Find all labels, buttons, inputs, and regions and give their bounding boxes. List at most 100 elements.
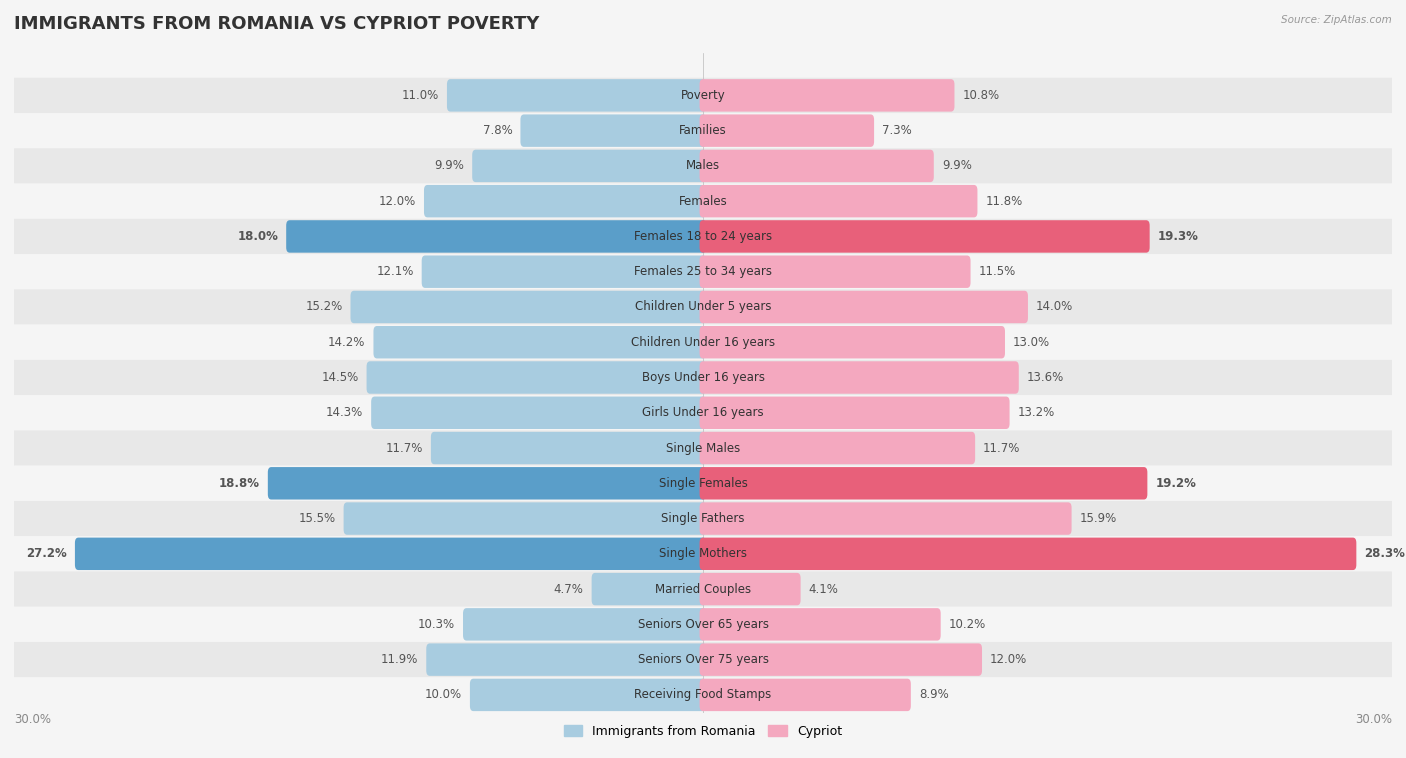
FancyBboxPatch shape [371,396,706,429]
Text: Single Males: Single Males [666,441,740,455]
FancyBboxPatch shape [425,185,706,218]
Text: 27.2%: 27.2% [27,547,67,560]
FancyBboxPatch shape [14,219,1392,254]
Text: 11.5%: 11.5% [979,265,1015,278]
FancyBboxPatch shape [367,362,706,393]
FancyBboxPatch shape [700,185,977,218]
Text: 19.2%: 19.2% [1156,477,1197,490]
FancyBboxPatch shape [700,644,981,676]
Text: 14.5%: 14.5% [322,371,359,384]
Text: 14.0%: 14.0% [1036,300,1073,314]
Text: Females: Females [679,195,727,208]
Text: Married Couples: Married Couples [655,583,751,596]
FancyBboxPatch shape [700,573,800,606]
Text: Receiving Food Stamps: Receiving Food Stamps [634,688,772,701]
Text: 18.8%: 18.8% [219,477,260,490]
Text: Girls Under 16 years: Girls Under 16 years [643,406,763,419]
Text: 10.3%: 10.3% [418,618,456,631]
Text: 12.0%: 12.0% [378,195,416,208]
FancyBboxPatch shape [343,503,706,535]
Text: Females 25 to 34 years: Females 25 to 34 years [634,265,772,278]
Text: 15.5%: 15.5% [298,512,336,525]
Text: Females 18 to 24 years: Females 18 to 24 years [634,230,772,243]
Text: 11.0%: 11.0% [402,89,439,102]
Text: 11.8%: 11.8% [986,195,1022,208]
FancyBboxPatch shape [14,183,1392,219]
Text: Children Under 16 years: Children Under 16 years [631,336,775,349]
FancyBboxPatch shape [14,254,1392,290]
Text: 13.0%: 13.0% [1012,336,1050,349]
Text: IMMIGRANTS FROM ROMANIA VS CYPRIOT POVERTY: IMMIGRANTS FROM ROMANIA VS CYPRIOT POVER… [14,15,540,33]
FancyBboxPatch shape [75,537,706,570]
FancyBboxPatch shape [426,644,706,676]
FancyBboxPatch shape [463,608,706,641]
FancyBboxPatch shape [700,291,1028,323]
FancyBboxPatch shape [14,113,1392,149]
FancyBboxPatch shape [700,608,941,641]
Text: 30.0%: 30.0% [14,713,51,725]
Text: Families: Families [679,124,727,137]
Text: 4.1%: 4.1% [808,583,838,596]
Text: Males: Males [686,159,720,172]
FancyBboxPatch shape [14,572,1392,606]
FancyBboxPatch shape [14,606,1392,642]
FancyBboxPatch shape [14,536,1392,572]
Text: 10.8%: 10.8% [963,89,1000,102]
Text: 19.3%: 19.3% [1157,230,1198,243]
FancyBboxPatch shape [700,79,955,111]
FancyBboxPatch shape [374,326,706,359]
Text: Poverty: Poverty [681,89,725,102]
FancyBboxPatch shape [470,678,706,711]
FancyBboxPatch shape [14,78,1392,113]
Text: 30.0%: 30.0% [1355,713,1392,725]
Text: Seniors Over 75 years: Seniors Over 75 years [637,653,769,666]
FancyBboxPatch shape [700,537,1357,570]
Text: 11.7%: 11.7% [983,441,1021,455]
Text: 7.3%: 7.3% [882,124,912,137]
Text: 14.2%: 14.2% [328,336,366,349]
Text: 11.7%: 11.7% [385,441,423,455]
Text: 12.0%: 12.0% [990,653,1028,666]
FancyBboxPatch shape [700,396,1010,429]
FancyBboxPatch shape [14,465,1392,501]
Text: 9.9%: 9.9% [434,159,464,172]
Text: 10.0%: 10.0% [425,688,461,701]
FancyBboxPatch shape [520,114,706,147]
Text: 18.0%: 18.0% [238,230,278,243]
Text: 4.7%: 4.7% [554,583,583,596]
FancyBboxPatch shape [700,678,911,711]
FancyBboxPatch shape [447,79,706,111]
Text: 28.3%: 28.3% [1364,547,1405,560]
FancyBboxPatch shape [700,114,875,147]
Text: 13.6%: 13.6% [1026,371,1064,384]
Text: 15.2%: 15.2% [305,300,343,314]
FancyBboxPatch shape [14,501,1392,536]
FancyBboxPatch shape [14,431,1392,465]
Text: 10.2%: 10.2% [949,618,986,631]
FancyBboxPatch shape [592,573,706,606]
FancyBboxPatch shape [14,149,1392,183]
FancyBboxPatch shape [700,467,1147,500]
Text: Children Under 5 years: Children Under 5 years [634,300,772,314]
FancyBboxPatch shape [14,290,1392,324]
Legend: Immigrants from Romania, Cypriot: Immigrants from Romania, Cypriot [558,719,848,743]
FancyBboxPatch shape [267,467,706,500]
Text: 7.8%: 7.8% [482,124,512,137]
FancyBboxPatch shape [14,395,1392,431]
FancyBboxPatch shape [14,642,1392,677]
FancyBboxPatch shape [700,503,1071,535]
FancyBboxPatch shape [422,255,706,288]
Text: 14.3%: 14.3% [326,406,363,419]
Text: Single Females: Single Females [658,477,748,490]
FancyBboxPatch shape [700,221,1150,252]
Text: 9.9%: 9.9% [942,159,972,172]
Text: 15.9%: 15.9% [1080,512,1116,525]
FancyBboxPatch shape [287,221,706,252]
FancyBboxPatch shape [472,149,706,182]
FancyBboxPatch shape [14,360,1392,395]
FancyBboxPatch shape [14,324,1392,360]
FancyBboxPatch shape [430,432,706,464]
FancyBboxPatch shape [350,291,706,323]
Text: 11.9%: 11.9% [381,653,418,666]
FancyBboxPatch shape [700,432,976,464]
